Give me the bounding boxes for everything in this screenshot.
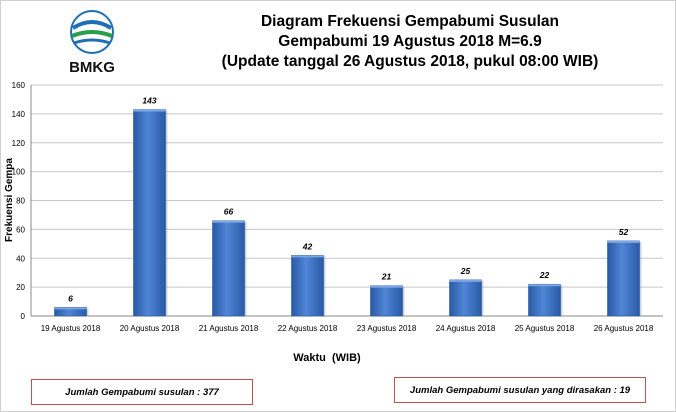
- bar: [370, 285, 403, 317]
- y-tick-label: 140: [12, 110, 26, 119]
- x-tick-label: 25 Agustus 2018: [515, 324, 575, 333]
- chart-title-line2: Gempabumi 19 Agustus 2018 M=6.9: [278, 33, 542, 50]
- felt-aftershocks-label: Jumlah Gempabumi susulan yang dirasakan …: [409, 384, 631, 396]
- data-label: 25: [460, 266, 471, 276]
- x-tick-label: 22 Agustus 2018: [278, 324, 338, 333]
- y-tick-label: 120: [12, 139, 26, 148]
- bar: [449, 279, 482, 317]
- x-tick-label: 21 Agustus 2018: [199, 324, 259, 333]
- y-tick-label: 60: [16, 225, 25, 234]
- logo-text: BMKG: [69, 59, 115, 76]
- chart-title-line3: (Update tanggal 26 Agustus 2018, pukul 0…: [221, 53, 599, 70]
- bar-top: [291, 255, 324, 258]
- y-tick-label: 40: [16, 254, 25, 263]
- total-aftershocks-box: Jumlah Gempabumi susulan : 377: [31, 379, 253, 405]
- data-label: 42: [302, 241, 313, 251]
- bar-top: [449, 279, 482, 282]
- x-tick-label: 20 Agustus 2018: [120, 324, 180, 333]
- bar: [212, 220, 245, 317]
- bar-top: [607, 240, 640, 243]
- y-tick-label: 160: [12, 81, 26, 90]
- data-label: 143: [142, 96, 156, 106]
- bar-top: [370, 285, 403, 288]
- y-axis-label: Frekuensi Gempa: [4, 158, 15, 242]
- bar-top: [528, 284, 561, 287]
- data-label: 52: [619, 227, 629, 237]
- bar-top: [54, 307, 87, 310]
- y-tick-label: 80: [16, 197, 25, 206]
- x-tick-label: 26 Agustus 2018: [594, 324, 654, 333]
- chart-title-line1: Diagram Frekuensi Gempabumi Susulan: [260, 13, 560, 30]
- data-label: 21: [381, 272, 392, 282]
- x-tick-label: 24 Agustus 2018: [436, 324, 496, 333]
- x-tick-label: 19 Agustus 2018: [41, 324, 101, 333]
- bar: [607, 240, 640, 317]
- data-label: 22: [539, 270, 550, 280]
- y-tick-label: 20: [16, 283, 25, 292]
- bar-top: [212, 220, 245, 223]
- x-axis-label: Waktu (WIB): [293, 352, 361, 364]
- bar-top: [133, 109, 166, 112]
- total-aftershocks-label: Jumlah Gempabumi susulan : 377: [65, 386, 219, 398]
- bmkg-logo: BMKG: [69, 10, 115, 76]
- data-label: 66: [224, 207, 234, 217]
- y-tick-label: 0: [21, 312, 26, 321]
- bar: [133, 109, 166, 317]
- bar: [528, 283, 561, 317]
- y-tick-label: 100: [12, 168, 26, 177]
- bar: [291, 255, 324, 317]
- felt-aftershocks-box: Jumlah Gempabumi susulan yang dirasakan …: [394, 377, 646, 403]
- x-tick-label: 23 Agustus 2018: [357, 324, 417, 333]
- data-label: 6: [68, 293, 73, 303]
